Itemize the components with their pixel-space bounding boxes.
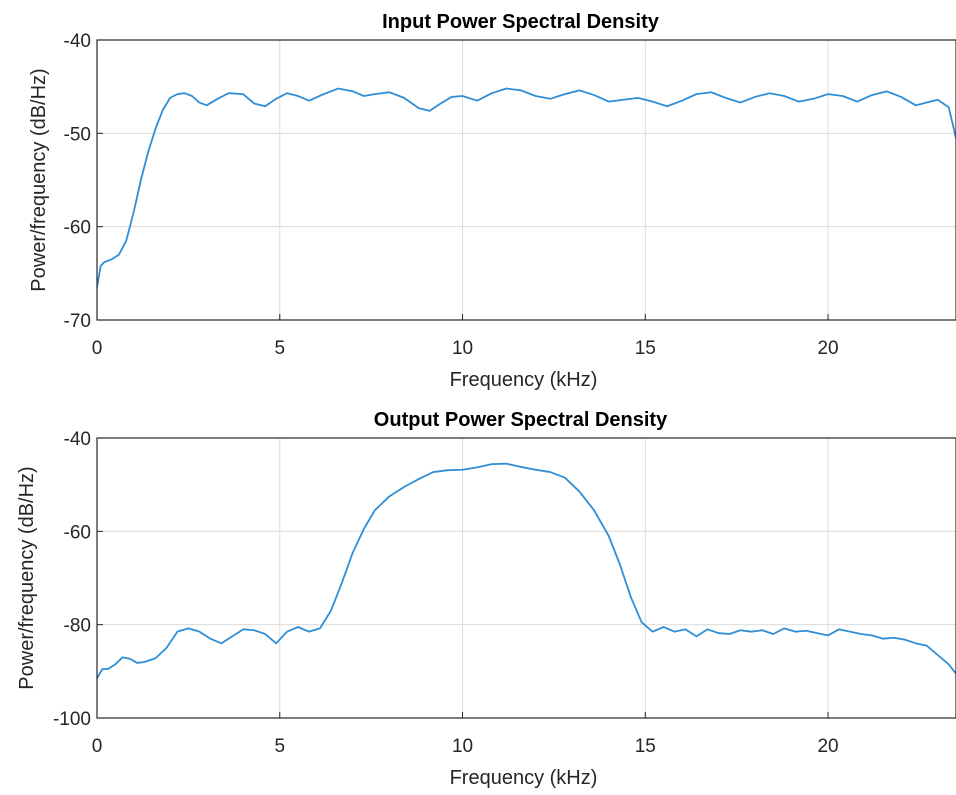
output-psd-y-tick-label: -60 bbox=[64, 522, 91, 543]
output-psd-axes-box bbox=[96, 437, 956, 719]
input-psd-y-tick-label: -40 bbox=[64, 31, 91, 52]
output-psd-series-line bbox=[97, 462, 956, 680]
output-psd-x-tick-label: 10 bbox=[452, 736, 473, 757]
output-psd-plot: 0 5 10 15 20 -100 -80 -60 -40 Output Power Spectr… bbox=[16, 409, 956, 789]
output-psd-title: Output Power Spectral Density bbox=[374, 409, 668, 431]
output-psd-axes-background bbox=[97, 438, 956, 718]
output-psd-y-tick-label: -40 bbox=[64, 429, 91, 450]
output-psd-x-axis-label: Frequency (kHz) bbox=[450, 767, 598, 789]
input-psd-x-tick-label: 10 bbox=[452, 338, 473, 359]
input-psd-x-tick-label: 0 bbox=[92, 338, 103, 359]
input-psd-plot: 0 5 10 15 20 -70 -60 -50 -40 Input Power Spectral… bbox=[28, 11, 956, 391]
input-psd-x-tick-label: 5 bbox=[274, 338, 285, 359]
input-psd-y-tick-label: -50 bbox=[64, 124, 91, 145]
output-psd-y-tick-label: -80 bbox=[64, 616, 91, 637]
output-psd-x-tick-label: 15 bbox=[635, 736, 656, 757]
input-psd-series-line bbox=[97, 87, 956, 289]
input-psd-axes-background bbox=[97, 40, 956, 320]
output-psd-x-tick-label: 5 bbox=[274, 736, 285, 757]
output-psd-x-tick-label: 0 bbox=[92, 736, 103, 757]
input-psd-y-tick-label: -70 bbox=[64, 311, 91, 332]
input-psd-y-axis-label: Power/frequency (dB/Hz) bbox=[28, 68, 50, 291]
output-psd-y-tick-label: -100 bbox=[53, 709, 91, 730]
output-psd-y-axis-label: Power/frequency (dB/Hz) bbox=[16, 466, 38, 689]
input-psd-x-tick-label: 20 bbox=[817, 338, 838, 359]
input-psd-x-axis-label: Frequency (kHz) bbox=[450, 369, 598, 391]
input-psd-y-tick-label: -60 bbox=[64, 218, 91, 239]
input-psd-axes-box bbox=[96, 39, 956, 321]
input-psd-title: Input Power Spectral Density bbox=[382, 11, 660, 33]
input-psd-x-tick-label: 15 bbox=[635, 338, 656, 359]
output-psd-x-tick-label: 20 bbox=[817, 736, 838, 757]
